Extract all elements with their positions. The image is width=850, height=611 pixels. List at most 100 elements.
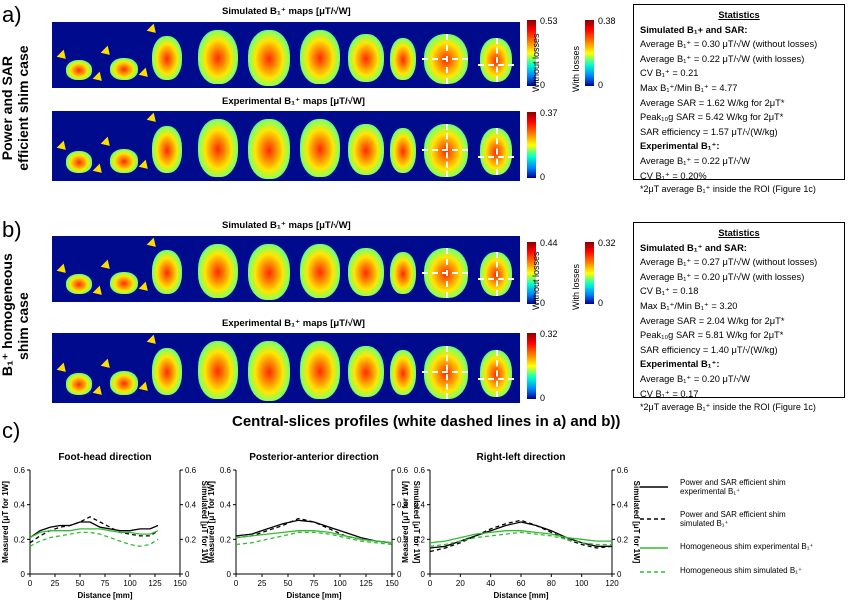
brain-slice-map bbox=[152, 347, 182, 395]
y2-tick-label: 0 bbox=[185, 570, 190, 579]
stats-heading: Statistics bbox=[718, 10, 760, 20]
stats-heading: Statistics bbox=[718, 228, 760, 238]
stats-line: Average SAR = 2.04 W/kg for 2μT* bbox=[640, 315, 785, 326]
y-tick-label: 0.2 bbox=[414, 535, 426, 544]
x-tick-label: 40 bbox=[486, 579, 495, 588]
brain-slice-map bbox=[110, 149, 138, 173]
x-tick-label: 25 bbox=[51, 579, 60, 588]
colorbar-min: 0 bbox=[540, 298, 546, 308]
stats-line: Max B₁⁺/Min B₁⁺ = 4.77 bbox=[640, 82, 738, 93]
brain-slice-map bbox=[300, 30, 340, 84]
brain-slice-map bbox=[66, 60, 92, 80]
chart-title: Posterior-anterior direction bbox=[249, 452, 378, 463]
y-axis-label: Measured [μT for 1W] bbox=[207, 481, 216, 563]
y2-tick-label: 0.4 bbox=[617, 501, 629, 510]
colorbar-label: With losses bbox=[571, 263, 581, 310]
x-tick-label: 125 bbox=[148, 579, 162, 588]
profile-dashed-line bbox=[496, 38, 498, 82]
profile-dashed-line bbox=[496, 349, 498, 397]
y2-axis-label: Simulated [μT for 1W] bbox=[632, 481, 641, 564]
arrow-icon bbox=[56, 49, 70, 63]
arrow-icon bbox=[92, 71, 106, 85]
arrow-icon bbox=[138, 67, 152, 81]
series-line bbox=[29, 528, 159, 539]
series-line bbox=[235, 531, 393, 546]
y-tick-label: 0.4 bbox=[414, 501, 426, 510]
stats-line: Peak₁₀g SAR = 5.42 W/kg for 2μT* bbox=[640, 112, 784, 123]
arrow-icon bbox=[138, 159, 152, 173]
exp-map-strip-a bbox=[52, 111, 520, 181]
stats-line: SAR efficiency = 1.57 μT/√(W/kg) bbox=[640, 126, 778, 137]
brain-slice-map bbox=[390, 349, 416, 395]
legend: Power and SAR efficient shim experimenta… bbox=[640, 478, 845, 586]
series-line bbox=[235, 519, 393, 544]
y2-tick-label: 0 bbox=[617, 570, 622, 579]
colorbar-experimental-a bbox=[527, 112, 536, 178]
arrow-icon bbox=[56, 362, 70, 376]
arrow-icon bbox=[56, 140, 70, 154]
stats-sim-heading: Simulated B₁+ and SAR: bbox=[640, 24, 748, 35]
legend-item: Homogeneous shim simulated B₁⁺ bbox=[640, 566, 845, 586]
stats-line: CV B₁⁺ = 0.20% bbox=[640, 170, 707, 181]
chart-title: Foot-head direction bbox=[58, 452, 151, 463]
side-label-line: B₁⁺ homogeneous bbox=[0, 253, 15, 377]
sim-maps-title-b: Simulated B₁⁺ maps [μT/√W] bbox=[222, 220, 351, 231]
panel-b-side-label: B₁⁺ homogeneous shim case bbox=[0, 253, 31, 377]
arrow-icon bbox=[100, 358, 114, 371]
stats-sim-heading: Simulated B₁⁺ and SAR: bbox=[640, 242, 747, 253]
y2-tick-label: 0.6 bbox=[617, 466, 629, 475]
colorbar-label: Without losses bbox=[531, 33, 541, 92]
colorbar-experimental-b bbox=[527, 333, 536, 399]
x-axis-label: Distance [mm] bbox=[77, 591, 132, 600]
arrow-icon bbox=[146, 23, 160, 37]
brain-slice-map bbox=[110, 272, 138, 294]
brain-slice-map bbox=[348, 345, 384, 397]
y-tick-label: 0.4 bbox=[220, 501, 232, 510]
y2-tick-label: 0.4 bbox=[185, 501, 197, 510]
colorbar-label: With losses bbox=[571, 45, 581, 92]
side-label-line: efficient shim case bbox=[15, 45, 31, 171]
brain-slice-map bbox=[348, 248, 384, 296]
legend-label: Power and SAR efficient shim simulated B… bbox=[680, 510, 786, 528]
side-label-line: shim case bbox=[15, 292, 31, 360]
side-label-line: Power and SAR bbox=[0, 55, 15, 161]
brain-slice-map bbox=[152, 125, 182, 173]
stats-line: CV B₁⁺ = 0.18 bbox=[640, 286, 699, 297]
panel-b-letter: b) bbox=[2, 217, 22, 242]
profile-dashed-line bbox=[422, 149, 468, 152]
profile-dashed-line bbox=[422, 58, 468, 60]
x-tick-label: 25 bbox=[258, 579, 267, 588]
legend-label: Homogeneous shim experimental B₁⁺ bbox=[680, 542, 814, 551]
colorbar-min: 0 bbox=[598, 298, 604, 308]
legend-item: Homogeneous shim experimental B₁⁺ bbox=[640, 542, 845, 566]
x-tick-label: 125 bbox=[359, 579, 373, 588]
colorbar-max: 0.53 bbox=[540, 16, 558, 26]
legend-swatch bbox=[640, 518, 668, 520]
stats-box-a: Statistics Simulated B₁+ and SAR: Averag… bbox=[633, 4, 845, 181]
x-tick-label: 150 bbox=[385, 579, 399, 588]
colorbar-label: Without losses bbox=[531, 251, 541, 310]
x-tick-label: 80 bbox=[547, 579, 556, 588]
arrow-icon bbox=[100, 259, 114, 273]
colorbar-max: 0.37 bbox=[540, 108, 558, 118]
profile-dashed-line bbox=[478, 377, 514, 380]
x-tick-label: 100 bbox=[575, 579, 589, 588]
x-tick-label: 50 bbox=[284, 579, 293, 588]
stats-line: Max B₁⁺/Min B₁⁺ = 3.20 bbox=[640, 300, 738, 311]
y-tick-label: 0.4 bbox=[14, 501, 26, 510]
arrow-icon bbox=[100, 45, 114, 59]
brain-slice-map bbox=[152, 250, 182, 294]
x-tick-label: 20 bbox=[456, 579, 465, 588]
colorbar-without-losses-a bbox=[527, 20, 536, 86]
y2-tick-label: 0.4 bbox=[397, 501, 409, 510]
y2-tick-label: 0.2 bbox=[617, 535, 629, 544]
series-line bbox=[429, 530, 612, 544]
y2-tick-label: 0.2 bbox=[185, 535, 197, 544]
y-tick-label: 0 bbox=[421, 570, 426, 579]
legend-item: Power and SAR efficient shim experimenta… bbox=[640, 478, 845, 510]
legend-item: Power and SAR efficient shim simulated B… bbox=[640, 510, 845, 542]
arrow-icon bbox=[146, 334, 160, 348]
legend-label: Homogeneous shim simulated B₁⁺ bbox=[680, 566, 803, 575]
y2-tick-label: 0.6 bbox=[185, 466, 197, 475]
